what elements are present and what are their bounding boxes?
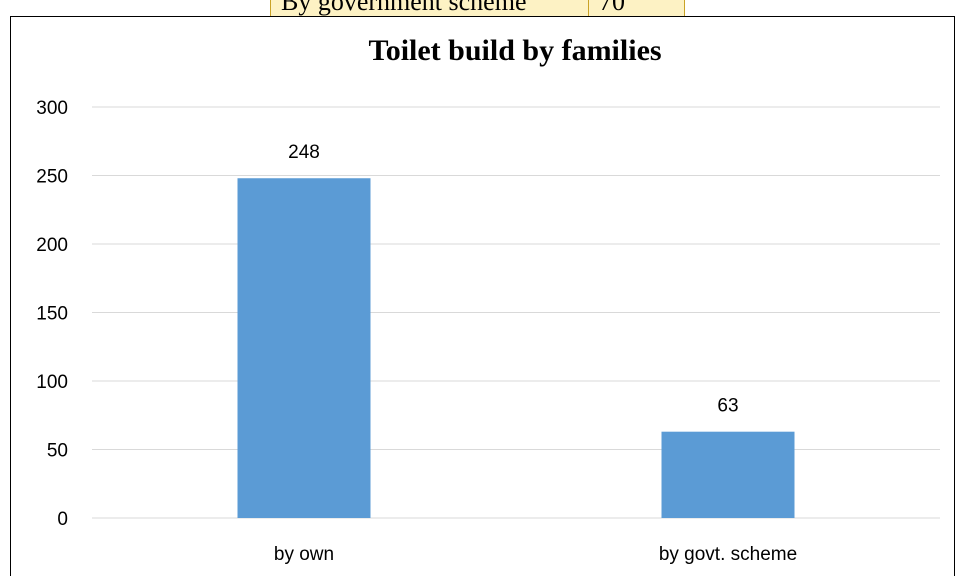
chart-frame: [10, 16, 955, 576]
data-label: 248: [288, 142, 320, 163]
table-cell-value: 70: [599, 0, 625, 16]
y-tick-label: 200: [36, 235, 68, 256]
table-cell-label: By government scheme: [271, 0, 589, 16]
y-tick-label: 100: [36, 372, 68, 393]
gridlines: [92, 106, 940, 519]
chart-title: Toilet build by families: [368, 34, 661, 67]
data-label: 63: [717, 396, 738, 417]
x-tick-label: by govt. scheme: [659, 544, 797, 565]
y-tick-label: 300: [36, 98, 68, 119]
y-tick-label: 50: [47, 441, 68, 462]
y-tick-label: 250: [36, 167, 68, 188]
bars: 248 63: [237, 142, 795, 519]
bar: [661, 431, 795, 518]
y-tick-label: 0: [57, 509, 68, 530]
x-tick-label: by own: [274, 544, 334, 565]
axis-labels: 0 50 100 150 200 250 300 by own by govt. scheme: [36, 98, 797, 565]
y-tick-label: 150: [36, 304, 68, 325]
bar: [237, 178, 371, 519]
